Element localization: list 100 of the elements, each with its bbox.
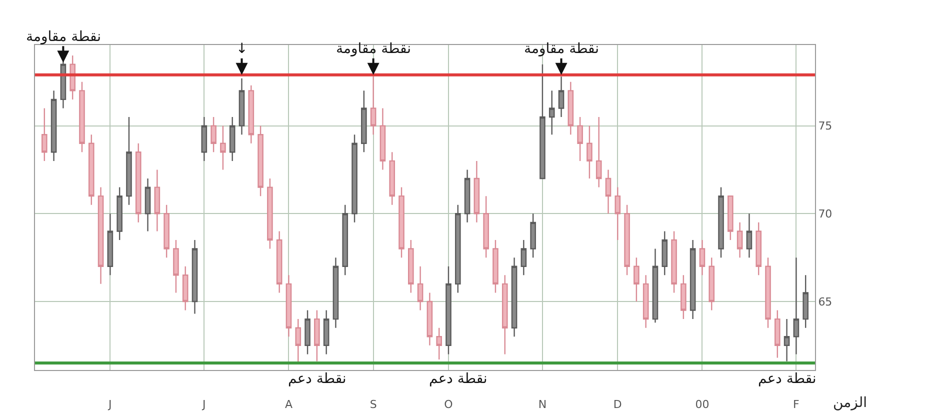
candlestick [220, 125, 226, 170]
candlestick [304, 310, 310, 355]
candlestick [164, 204, 170, 258]
candlestick [389, 152, 396, 206]
candlestick [70, 54, 76, 100]
candlestick [116, 186, 122, 241]
candlestick [671, 230, 677, 294]
annotation: نقطة مقاومة [336, 41, 412, 57]
candlestick [144, 178, 151, 232]
candlestick [88, 134, 94, 206]
candlestick [634, 256, 640, 302]
candlestick [210, 116, 216, 153]
candlestick [314, 310, 320, 362]
x-tick-label: J [202, 398, 206, 412]
x-axis-title: الزمن [833, 395, 868, 411]
candlestick [417, 266, 424, 311]
candlestick [718, 186, 724, 258]
candlestick [558, 76, 564, 118]
candlestick [605, 169, 612, 214]
candlestick [398, 186, 404, 258]
x-tick-label: S [370, 398, 377, 412]
x-tick-label: 00 [695, 398, 710, 412]
candlestick [784, 318, 790, 362]
candlestick [728, 195, 734, 241]
candlestick [736, 222, 743, 258]
candlestick [267, 178, 273, 250]
candlestick [154, 169, 160, 232]
candlestick [295, 318, 302, 364]
candlestick [624, 204, 630, 276]
candlestick [614, 186, 621, 241]
candlestick [793, 256, 800, 355]
annotation: نقطة مقاومة [26, 29, 102, 45]
candlestick [248, 84, 254, 144]
candlestick [802, 274, 808, 328]
candlestick [454, 204, 461, 294]
candlestick [690, 239, 696, 320]
candlestick [699, 239, 706, 276]
annotation: نقطة مقاومة [524, 41, 600, 57]
candlestick [483, 195, 489, 258]
candlestick [332, 256, 339, 328]
candlestick [426, 292, 433, 346]
x-tick-label: O [444, 398, 454, 412]
candlestick [746, 213, 752, 258]
candlestick [42, 108, 48, 162]
candlestick [474, 160, 480, 224]
x-tick-label: A [284, 398, 293, 412]
candlestick [370, 76, 376, 136]
candlestick [652, 248, 658, 324]
y-tick-label: 65 [818, 295, 832, 308]
annotation: نقطة دعم [429, 371, 488, 387]
candlestick [380, 108, 386, 170]
candlestick [464, 169, 470, 224]
candlestick [135, 142, 142, 224]
candlestick [586, 125, 592, 180]
candlestick [126, 116, 132, 206]
candlestick [511, 256, 518, 338]
candlestick [756, 222, 762, 276]
annotation: نقطة دعم [758, 371, 816, 387]
candlestick [342, 204, 348, 276]
candlestick [50, 90, 57, 162]
x-tick-label: D [613, 398, 622, 412]
candlestick [774, 310, 780, 358]
candlestick [492, 239, 498, 294]
y-tick-label: 70 [818, 208, 832, 220]
candlestick [173, 239, 179, 294]
candlestick [182, 266, 188, 311]
candlestick [192, 239, 198, 314]
candlestick [323, 310, 330, 355]
candlestick [229, 116, 236, 162]
candlestick [765, 256, 771, 328]
x-tick-label: F [793, 398, 800, 412]
candlestick [680, 274, 686, 320]
candlestick [201, 116, 208, 162]
candlestick [502, 274, 508, 355]
candlestick [446, 266, 452, 355]
candlestick [708, 256, 715, 311]
candlestick [107, 213, 114, 276]
candlestick [568, 81, 574, 136]
candlestick [286, 274, 292, 338]
candlestick [408, 239, 414, 294]
candlestick [662, 230, 668, 276]
candlestick [642, 274, 649, 328]
candlestick [352, 134, 358, 224]
candlestick [596, 116, 602, 188]
y-tick-label: 75 [818, 120, 832, 133]
annotation: ↓ [236, 41, 248, 57]
candlestick [258, 125, 264, 197]
candlestick [276, 230, 282, 294]
candlestick [520, 239, 527, 276]
annotation: نقطة دعم [288, 371, 346, 387]
candlestick [530, 213, 536, 258]
candlestick [98, 186, 104, 285]
x-tick-label: J [108, 398, 112, 412]
x-tick-label: N [538, 398, 547, 412]
candlestick [436, 327, 442, 360]
candlestick [361, 90, 367, 153]
candlestick [238, 78, 245, 136]
candlestick [548, 90, 555, 136]
candlestick [577, 116, 583, 162]
candlestick [79, 81, 85, 153]
